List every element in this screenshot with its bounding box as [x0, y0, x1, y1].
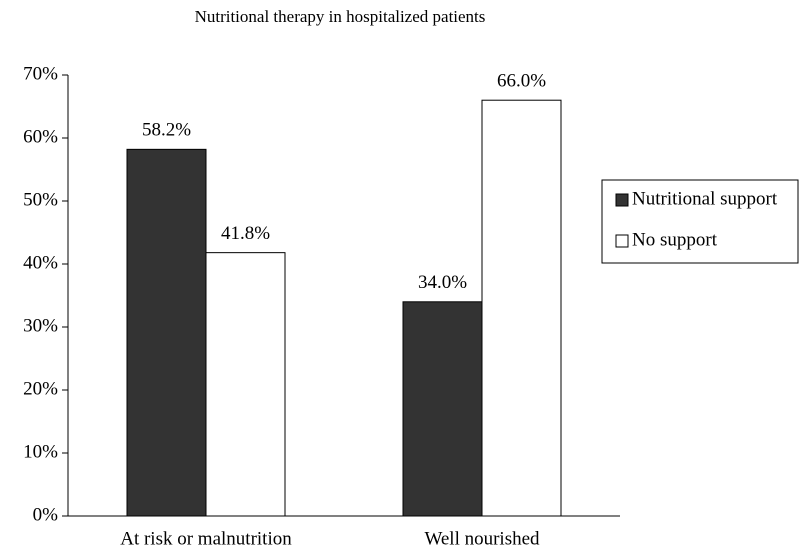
legend-box: [601, 179, 799, 264]
bar: [402, 301, 483, 517]
value-label: 41.8%: [221, 223, 270, 244]
bar: [481, 99, 562, 517]
legend-swatch: [615, 234, 629, 248]
legend-swatch: [615, 193, 629, 207]
y-tick-label: 10%: [23, 441, 58, 462]
y-tick-label: 30%: [23, 315, 58, 336]
bar: [205, 252, 286, 517]
y-tick-label: 40%: [23, 252, 58, 273]
y-tick-label: 50%: [23, 189, 58, 210]
y-tick-label: 70%: [23, 63, 58, 84]
value-label: 66.0%: [497, 71, 546, 92]
legend-label: Nutritional support: [632, 188, 778, 209]
x-tick-label: Well nourished: [424, 528, 540, 549]
y-tick-label: 20%: [23, 378, 58, 399]
bar: [126, 148, 207, 517]
value-label: 34.0%: [418, 272, 467, 293]
legend-label: No support: [632, 229, 718, 250]
x-tick-label: At risk or malnutrition: [120, 528, 292, 549]
value-label: 58.2%: [142, 120, 191, 141]
chart-title: Nutritional therapy in hospitalized pati…: [195, 7, 486, 26]
y-tick-label: 60%: [23, 126, 58, 147]
y-tick-label: 0%: [33, 504, 59, 525]
